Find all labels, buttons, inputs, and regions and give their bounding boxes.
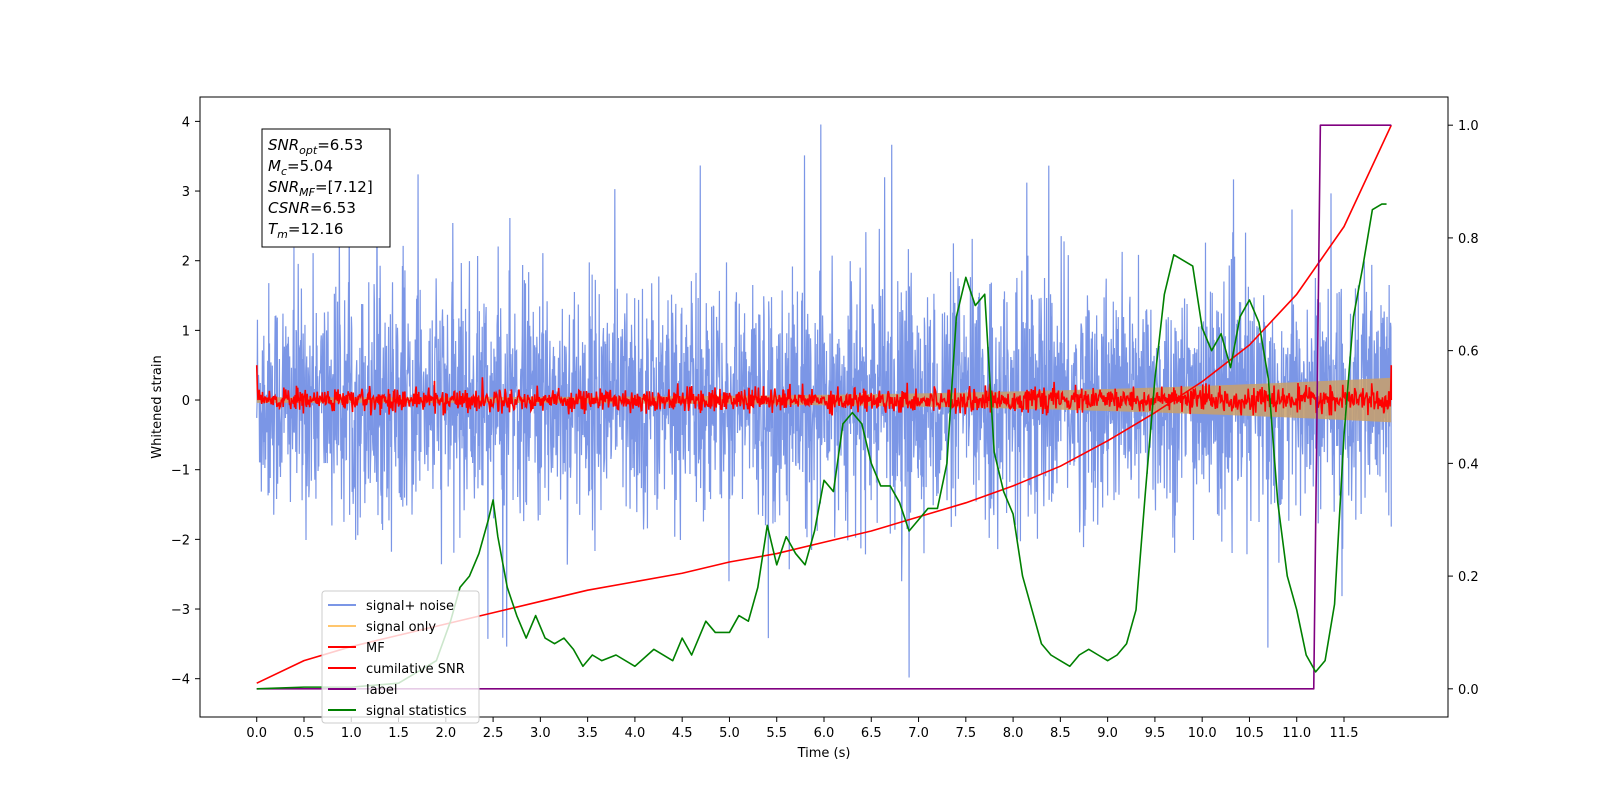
x-tick-label: 3.0 [530, 726, 551, 741]
info-line-mc: Mc=5.04 [268, 157, 333, 178]
y-tick-label: −4 [171, 673, 190, 688]
x-tick-label: 11.5 [1330, 726, 1359, 741]
x-axis-ticks: 0.0 0.5 1.0 1.5 2.0 2.5 3.0 3.5 4.0 4.5 5.0 5.5 6.0 6… [246, 717, 1358, 741]
y2-tick-label: 0.4 [1458, 457, 1479, 472]
x-tick-label: 3.5 [577, 726, 598, 741]
info-box-frame [261, 128, 391, 248]
x-tick-label: 5.0 [719, 726, 740, 741]
y-tick-label: −2 [171, 533, 190, 548]
legend-frame [321, 590, 480, 724]
x-tick-label: 0.5 [294, 726, 315, 741]
x-tick-label: 8.5 [1050, 726, 1071, 741]
series-signal-statistics [256, 203, 1387, 690]
y2-tick-label: 0.8 [1458, 232, 1479, 247]
x-tick-label: 9.5 [1145, 726, 1166, 741]
mf-line [255, 365, 1393, 416]
legend-label-signal-noise: signal+ noise [366, 599, 454, 614]
y2-tick-label: 0.0 [1458, 683, 1479, 698]
info-line-csnr: CSNR=6.53 [268, 199, 356, 217]
x-axis-label: Time (s) [797, 746, 851, 761]
y-tick-label: 4 [182, 115, 190, 130]
x-tick-label: 7.5 [955, 726, 976, 741]
legend-label-signal-only: signal only [366, 620, 436, 635]
y-axis-ticks: 4 3 2 1 0 −1 −2 −3 −4 [171, 115, 200, 688]
y-tick-label: 0 [182, 394, 190, 409]
legend-label-signal-statistics: signal statistics [366, 704, 467, 719]
signal-noise-line [256, 124, 1392, 678]
x-tick-label: 1.0 [341, 726, 362, 741]
x-tick-label: 6.5 [861, 726, 882, 741]
y2-axis-ticks: 1.0 0.8 0.6 0.4 0.2 0.0 [1448, 119, 1479, 698]
y2-tick-label: 0.6 [1458, 345, 1479, 360]
info-line-tm: Tm=12.16 [268, 220, 343, 241]
x-tick-label: 7.0 [908, 726, 929, 741]
label-line [256, 124, 1392, 690]
info-line-mf: SNRMF=[7.12] [268, 178, 373, 199]
x-tick-label: 0.0 [246, 726, 267, 741]
legend: signal+ noise signal only MF cumilative SNR… [321, 590, 480, 724]
y-tick-label: −1 [171, 464, 190, 479]
series-mf [255, 365, 1393, 416]
y-tick-label: 1 [182, 324, 190, 339]
y-tick-label: −3 [171, 603, 190, 618]
x-tick-label: 10.5 [1235, 726, 1264, 741]
x-tick-label: 4.0 [625, 726, 646, 741]
x-tick-label: 11.0 [1282, 726, 1311, 741]
x-tick-label: 1.5 [388, 726, 409, 741]
series-label [256, 124, 1392, 690]
x-tick-label: 6.0 [814, 726, 835, 741]
x-tick-label: 8.0 [1003, 726, 1024, 741]
y2-tick-label: 1.0 [1458, 119, 1479, 134]
series-signal-noise [256, 124, 1392, 678]
y2-tick-label: 0.2 [1458, 570, 1479, 585]
y-tick-label: 2 [182, 255, 190, 270]
legend-label-mf: MF [366, 641, 385, 656]
x-tick-label: 2.5 [483, 726, 504, 741]
info-line-opt: SNRopt=6.53 [268, 136, 363, 157]
y-tick-label: 3 [182, 185, 190, 200]
signal-statistics-line [256, 203, 1387, 690]
x-tick-label: 2.0 [435, 726, 456, 741]
legend-label-cumilative-snr: cumilative SNR [366, 662, 465, 677]
y-axis-label: Whitened strain [150, 355, 165, 458]
x-tick-label: 10.0 [1188, 726, 1217, 741]
legend-label-label: label [366, 683, 397, 698]
x-tick-label: 9.0 [1097, 726, 1118, 741]
x-tick-label: 5.5 [766, 726, 787, 741]
x-tick-label: 4.5 [672, 726, 693, 741]
